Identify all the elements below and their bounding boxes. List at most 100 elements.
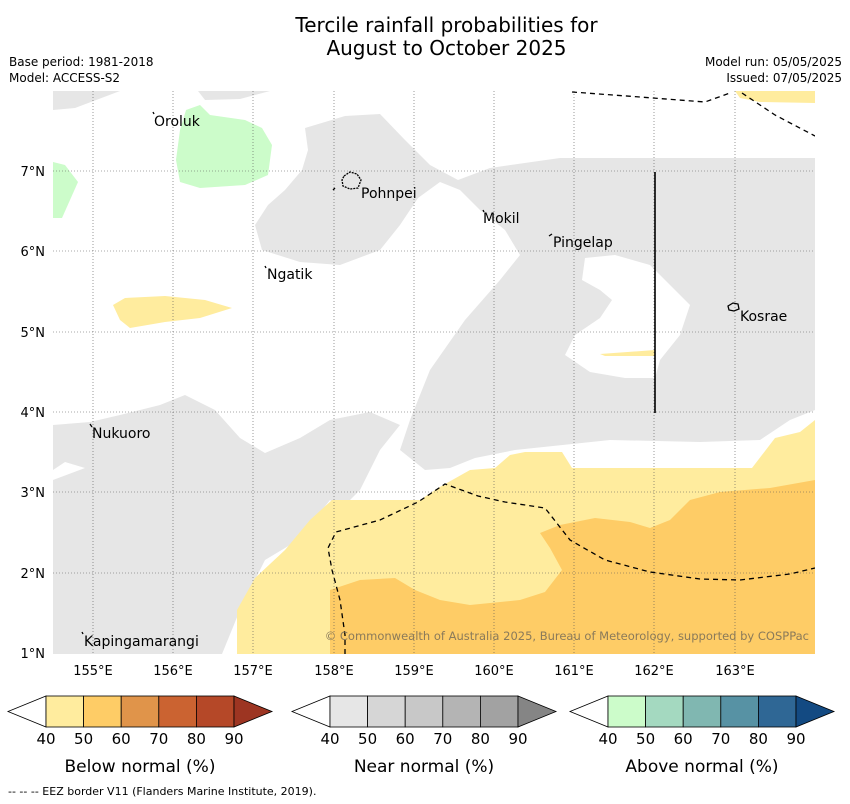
legend-1: 40 50 60 70 80 90 Below normal (%) — [6, 695, 274, 777]
below-normal-regions — [113, 91, 815, 654]
eez-border-north — [571, 91, 815, 137]
near-normal-southwest — [53, 395, 400, 654]
legend-1-label: Below normal (%) — [65, 757, 216, 777]
kapingamarangi-atoll — [81, 631, 84, 635]
legend-2-swatch-1 — [329, 695, 368, 728]
legend-1-tick-40: 40 — [36, 730, 55, 748]
near-normal-regions — [53, 91, 815, 654]
legend-2-tick-50: 50 — [358, 730, 377, 748]
lon-tick-161: 161°E — [554, 664, 594, 679]
legend-2-tick-70: 70 — [433, 730, 452, 748]
legend-3-swatch-5 — [758, 695, 797, 728]
legend-1-tick-80: 80 — [187, 730, 206, 748]
legend-1-tick-70: 70 — [149, 730, 168, 748]
title-line-1: Tercile rainfall probabilities for — [295, 13, 598, 37]
near-normal-north-strip — [53, 91, 120, 110]
copyright-notice: © Commonwealth of Australia 2025, Bureau… — [325, 629, 809, 643]
eez-border-south — [327, 483, 815, 654]
above-normal-regions — [53, 105, 272, 218]
lon-tick-163: 163°E — [715, 664, 755, 679]
graticule — [53, 91, 815, 654]
lat-tick-7: 7°N — [21, 165, 46, 180]
legend-1-tick-60: 60 — [112, 730, 131, 748]
legend-2-swatch-3 — [404, 695, 444, 728]
legend-3-swatch-4 — [720, 695, 759, 728]
legend-3-swatch-3 — [682, 695, 722, 728]
place-mokil: Mokil — [483, 211, 520, 227]
legend-2-min-arrow — [290, 695, 331, 728]
below-normal-sliver — [600, 350, 655, 356]
legend-1-swatch-1 — [45, 695, 84, 728]
legend-1-max-arrow — [233, 695, 274, 728]
map-area: Oroluk Pohnpei Mokil Pingelap Ngatik Kos… — [53, 91, 815, 654]
place-labels: Oroluk Pohnpei Mokil Pingelap Ngatik Kos… — [84, 114, 787, 650]
islands — [81, 111, 740, 635]
legend-2-tick-80: 80 — [471, 730, 490, 748]
lon-tick-158: 158°E — [314, 664, 354, 679]
legend-3: 40 50 60 70 80 90 Above normal (%) — [568, 695, 836, 777]
above-normal-west-edge — [53, 162, 78, 218]
nukuoro-atoll — [89, 423, 93, 428]
eez-footnote: -- -- -- EEZ border V11 (Flanders Marine… — [8, 785, 317, 798]
legend-3-max-arrow — [795, 695, 836, 728]
ngatik-atoll — [264, 265, 267, 269]
legend-3-tick-70: 70 — [711, 730, 730, 748]
place-pohnpei: Pohnpei — [361, 186, 417, 202]
place-nukuoro: Nukuoro — [92, 426, 150, 442]
below-normal-west-patch — [113, 296, 232, 328]
no-signal-holes — [53, 255, 690, 480]
lon-tick-159: 159°E — [394, 664, 434, 679]
above-normal-north — [176, 105, 272, 188]
legend-3-tick-40: 40 — [598, 730, 617, 748]
below-normal-60-south — [330, 480, 815, 654]
lat-tick-5: 5°N — [21, 326, 46, 341]
lon-tick-157: 157°E — [233, 664, 273, 679]
legend-3-tick-60: 60 — [674, 730, 693, 748]
legend-2-max-arrow — [517, 695, 558, 728]
legend-2-tick-90: 90 — [508, 730, 527, 748]
legend-1-swatch-3 — [120, 695, 160, 728]
meta-left: Base period: 1981-2018 Model: ACCESS-S2 — [9, 54, 154, 86]
lat-tick-3: 3°N — [21, 486, 46, 501]
legend-2-swatch-5 — [479, 695, 519, 728]
model-name: Model: ACCESS-S2 — [9, 71, 121, 85]
mokil-atoll — [482, 209, 485, 213]
below-normal-northeast — [735, 91, 815, 103]
place-oroluk: Oroluk — [154, 114, 201, 130]
place-kosrae: Kosrae — [740, 309, 787, 325]
place-pingelap: Pingelap — [553, 235, 613, 251]
model-run: Model run: 05/05/2025 — [704, 55, 842, 69]
eez-borders — [327, 91, 815, 654]
hole-east — [565, 255, 690, 378]
title-line-2: August to October 2025 — [326, 36, 567, 60]
legend-2-tick-40: 40 — [320, 730, 339, 748]
legend-3-swatch-1 — [607, 695, 646, 728]
hole-southwest — [53, 462, 85, 480]
lon-tick-155: 155°E — [73, 664, 113, 679]
map-title: Tercile rainfall probabilities for Augus… — [0, 14, 850, 60]
base-period: Base period: 1981-2018 — [9, 55, 154, 69]
legend-1-tick-50: 50 — [74, 730, 93, 748]
legend-1-swatch-4 — [158, 695, 197, 728]
oroluk-atoll — [152, 111, 155, 115]
legend-1-min-arrow — [6, 695, 47, 728]
lon-tick-160: 160°E — [474, 664, 514, 679]
legend-3-tick-80: 80 — [749, 730, 768, 748]
legend-3-tick-90: 90 — [786, 730, 805, 748]
legend-3-swatch-2 — [645, 695, 684, 728]
legend-2-swatch-4 — [442, 695, 481, 728]
legend-2: 40 50 60 70 80 90 Near normal (%) — [290, 695, 558, 777]
near-normal-main — [255, 114, 815, 470]
latitude-ticks: 1°N 2°N 3°N 4°N 5°N 6°N 7°N — [21, 165, 46, 662]
kosrae-island — [727, 302, 740, 312]
lon-tick-162: 162°E — [634, 664, 674, 679]
place-kapingamarangi: Kapingamarangi — [84, 634, 199, 650]
pohnpei-islet — [332, 187, 336, 191]
legend-2-tick-60: 60 — [396, 730, 415, 748]
legend-3-min-arrow — [568, 695, 609, 728]
issued-date: Issued: 07/05/2025 — [726, 71, 842, 85]
near-normal-top-patch — [198, 91, 270, 100]
colorbar-legends: 40 50 60 70 80 90 Below normal (%) 40 50 60 70 80 90… — [6, 695, 836, 777]
legend-3-label: Above normal (%) — [625, 757, 778, 777]
